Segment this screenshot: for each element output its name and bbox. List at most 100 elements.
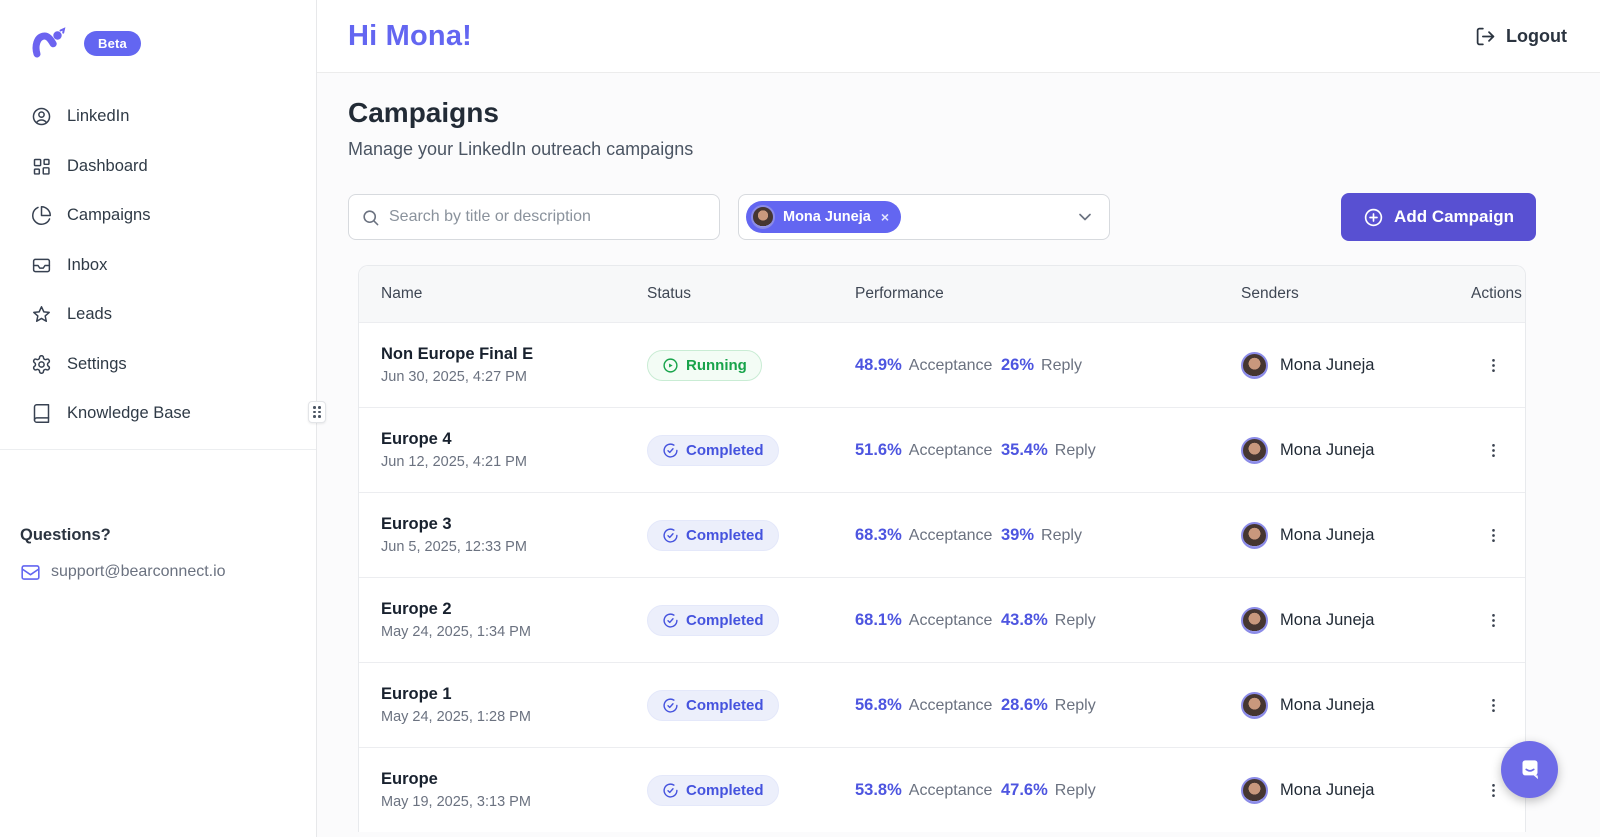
reply-rate-label: Reply bbox=[1054, 781, 1096, 799]
reply-rate-label: Reply bbox=[1041, 356, 1082, 374]
user-circle-icon bbox=[31, 106, 52, 127]
row-actions-menu-button[interactable] bbox=[1478, 777, 1509, 804]
table-row[interactable]: Non Europe Final E Jun 30, 2025, 4:27 PM… bbox=[359, 322, 1525, 407]
logout-button[interactable]: Logout bbox=[1475, 26, 1567, 47]
chat-launcher-button[interactable] bbox=[1501, 741, 1558, 798]
support-email-link[interactable]: support@bearconnect.io bbox=[51, 563, 226, 580]
sender-avatar bbox=[1241, 776, 1268, 804]
acceptance-rate-value: 53.8% bbox=[855, 780, 902, 799]
sender-filter-dropdown[interactable]: Mona Juneja × bbox=[738, 194, 1110, 240]
column-header-name: Name bbox=[381, 285, 423, 302]
search-box bbox=[348, 194, 720, 240]
inbox-icon bbox=[31, 255, 52, 276]
campaign-name: Europe 4 bbox=[381, 430, 452, 448]
plus-circle-icon bbox=[1363, 207, 1384, 228]
campaign-date: Jun 30, 2025, 4:27 PM bbox=[381, 369, 527, 385]
check-circle-icon bbox=[662, 612, 679, 629]
status-cell: Running bbox=[647, 349, 855, 381]
acceptance-rate-value: 48.9% bbox=[855, 355, 902, 374]
play-circle-icon bbox=[662, 357, 679, 374]
reply-rate-value: 35.4% bbox=[1001, 440, 1048, 459]
sender-name: Mona Juneja bbox=[1280, 355, 1375, 374]
campaigns-page: Campaigns Manage your LinkedIn outreach … bbox=[317, 73, 1600, 837]
add-campaign-button[interactable]: Add Campaign bbox=[1341, 193, 1536, 241]
sidebar-item-inbox[interactable]: Inbox bbox=[0, 241, 316, 291]
sidebar-item-linkedin[interactable]: LinkedIn bbox=[0, 92, 316, 142]
logout-icon bbox=[1475, 26, 1496, 47]
campaign-date: Jun 12, 2025, 4:21 PM bbox=[381, 454, 527, 470]
campaign-date: May 24, 2025, 1:28 PM bbox=[381, 709, 531, 725]
campaigns-table: Name Status Performance Senders Actions … bbox=[358, 265, 1526, 832]
sidebar-item-knowledge-base[interactable]: Knowledge Base bbox=[0, 389, 316, 439]
row-actions-menu-button[interactable] bbox=[1478, 607, 1509, 634]
questions-heading: Questions? bbox=[20, 525, 111, 544]
sidebar-item-leads[interactable]: Leads bbox=[0, 290, 316, 340]
sidebar-item-settings[interactable]: Settings bbox=[0, 340, 316, 390]
acceptance-rate-label: Acceptance bbox=[908, 441, 993, 459]
acceptance-rate-label: Acceptance bbox=[908, 696, 993, 714]
logout-label: Logout bbox=[1506, 25, 1567, 46]
remove-filter-icon[interactable]: × bbox=[880, 209, 890, 225]
acceptance-rate-value: 68.3% bbox=[855, 525, 902, 544]
performance-cell: 48.9% Acceptance 26% Reply bbox=[855, 356, 1241, 375]
actions-cell bbox=[1471, 607, 1509, 634]
row-actions-menu-button[interactable] bbox=[1478, 437, 1509, 464]
sidebar-item-campaigns[interactable]: Campaigns bbox=[0, 191, 316, 241]
campaign-name-cell[interactable]: Non Europe Final E Jun 30, 2025, 4:27 PM bbox=[381, 345, 647, 385]
search-input[interactable] bbox=[389, 208, 707, 226]
reply-rate-label: Reply bbox=[1041, 526, 1082, 544]
campaign-name: Europe 2 bbox=[381, 600, 452, 618]
row-actions-menu-button[interactable] bbox=[1478, 522, 1509, 549]
status-cell: Completed bbox=[647, 689, 855, 721]
status-cell: Completed bbox=[647, 434, 855, 466]
kebab-menu-icon bbox=[1484, 781, 1503, 800]
sidebar-item-label: Knowledge Base bbox=[67, 404, 191, 423]
greeting-title: Hi Mona! bbox=[348, 19, 473, 52]
table-row[interactable]: Europe 1 May 24, 2025, 1:28 PM Completed… bbox=[359, 662, 1525, 747]
campaign-name-cell[interactable]: Europe 1 May 24, 2025, 1:28 PM bbox=[381, 685, 647, 725]
check-circle-icon bbox=[662, 527, 679, 544]
table-row[interactable]: Europe May 19, 2025, 3:13 PM Completed 5… bbox=[359, 747, 1525, 832]
pie-chart-icon bbox=[31, 205, 52, 226]
campaign-name-cell[interactable]: Europe 4 Jun 12, 2025, 4:21 PM bbox=[381, 430, 647, 470]
sidebar-item-label: Settings bbox=[67, 354, 127, 373]
campaign-name-cell[interactable]: Europe 3 Jun 5, 2025, 12:33 PM bbox=[381, 515, 647, 555]
kebab-menu-icon bbox=[1484, 611, 1503, 630]
sender-filter-name: Mona Juneja bbox=[783, 209, 871, 225]
sender-filter-chip[interactable]: Mona Juneja × bbox=[746, 201, 902, 233]
campaign-name-cell[interactable]: Europe May 19, 2025, 3:13 PM bbox=[381, 770, 647, 810]
gear-icon bbox=[31, 354, 52, 375]
check-circle-icon bbox=[662, 782, 679, 799]
sidebar-item-label: Inbox bbox=[67, 255, 108, 274]
table-row[interactable]: Europe 3 Jun 5, 2025, 12:33 PM Completed… bbox=[359, 492, 1525, 577]
campaign-name: Europe 1 bbox=[381, 685, 452, 703]
performance-cell: 51.6% Acceptance 35.4% Reply bbox=[855, 441, 1241, 460]
page-subtitle: Manage your LinkedIn outreach campaigns bbox=[348, 139, 694, 159]
actions-cell bbox=[1471, 437, 1509, 464]
sender-name: Mona Juneja bbox=[1280, 610, 1375, 629]
campaign-date: May 19, 2025, 3:13 PM bbox=[381, 794, 531, 810]
acceptance-rate-value: 68.1% bbox=[855, 610, 902, 629]
campaign-name-cell[interactable]: Europe 2 May 24, 2025, 1:34 PM bbox=[381, 600, 647, 640]
sidebar-item-dashboard[interactable]: Dashboard bbox=[0, 142, 316, 192]
sidebar-resize-handle[interactable] bbox=[308, 401, 326, 423]
grid-icon bbox=[31, 156, 52, 177]
table-row[interactable]: Europe 4 Jun 12, 2025, 4:21 PM Completed… bbox=[359, 407, 1525, 492]
campaign-name: Europe 3 bbox=[381, 515, 452, 533]
row-actions-menu-button[interactable] bbox=[1478, 692, 1509, 719]
sender-name: Mona Juneja bbox=[1280, 525, 1375, 544]
reply-rate-value: 43.8% bbox=[1001, 610, 1048, 629]
acceptance-rate-label: Acceptance bbox=[908, 611, 993, 629]
top-header: Hi Mona! Logout bbox=[317, 0, 1600, 73]
row-actions-menu-button[interactable] bbox=[1478, 352, 1509, 379]
reply-rate-value: 47.6% bbox=[1001, 780, 1048, 799]
column-header-performance: Performance bbox=[855, 285, 944, 302]
kebab-menu-icon bbox=[1484, 696, 1503, 715]
reply-rate-label: Reply bbox=[1054, 441, 1096, 459]
sidebar-item-label: Campaigns bbox=[67, 206, 151, 225]
sender-avatar bbox=[1241, 521, 1268, 549]
table-row[interactable]: Europe 2 May 24, 2025, 1:34 PM Completed… bbox=[359, 577, 1525, 662]
status-label: Running bbox=[686, 356, 747, 374]
performance-cell: 53.8% Acceptance 47.6% Reply bbox=[855, 781, 1241, 800]
star-icon bbox=[31, 304, 52, 325]
